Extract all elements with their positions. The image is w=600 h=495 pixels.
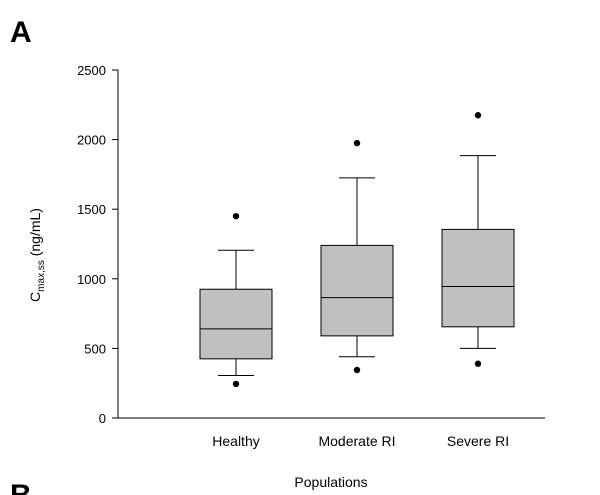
outlier-point (474, 112, 482, 119)
box-series (199, 112, 515, 388)
outlier-point (353, 366, 361, 374)
y-axis-title-main: C (27, 292, 43, 302)
outlier-point (474, 360, 482, 367)
y-tick-label: 0 (99, 411, 106, 426)
iqr-box (199, 288, 273, 360)
panel-label-a: A (10, 16, 32, 49)
x-axis-category-labels: Healthy Moderate RI Severe RI (212, 433, 509, 449)
y-axis-title: Cmax,ss (ng/mL) (27, 208, 47, 302)
outlier-point (232, 380, 240, 388)
outlier-point (353, 139, 361, 147)
x-category-label: Moderate RI (318, 433, 395, 449)
y-axis-title-subscript: max,ss (36, 260, 47, 292)
y-tick-label: 2500 (77, 63, 106, 78)
iqr-box (441, 228, 515, 328)
x-category-label: Severe RI (447, 433, 509, 449)
y-tick-label: 1000 (77, 272, 106, 287)
y-tick-label: 1500 (77, 202, 106, 217)
y-axis-title-unit: (ng/mL) (27, 208, 43, 260)
y-tick-label: 2000 (77, 133, 106, 148)
iqr-box (320, 244, 394, 337)
y-tick-label: 500 (84, 341, 106, 356)
panel-label-b: B (10, 479, 32, 495)
y-axis-ticks: 0 500 1000 1500 2000 2500 (77, 63, 118, 426)
box-healthy (199, 212, 273, 388)
box-severe-ri (441, 112, 515, 367)
outlier-point (232, 212, 240, 220)
box-moderate-ri (320, 139, 394, 374)
x-axis-title: Populations (294, 474, 367, 490)
svg-text:Cmax,ss (ng/mL): Cmax,ss (ng/mL) (27, 208, 47, 302)
x-category-label: Healthy (212, 433, 259, 449)
